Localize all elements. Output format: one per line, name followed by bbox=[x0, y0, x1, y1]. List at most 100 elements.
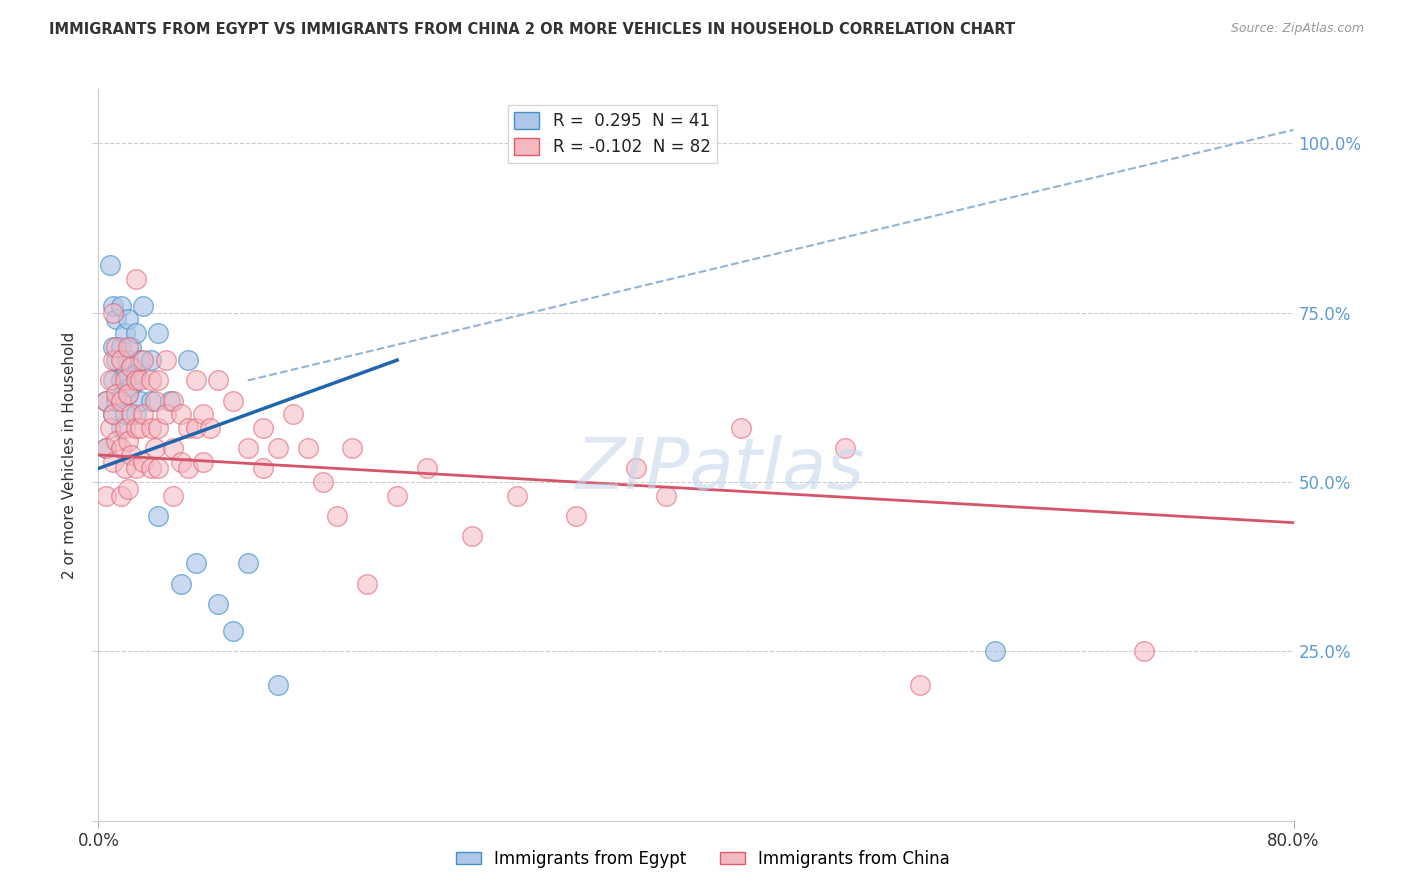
Point bbox=[125, 461, 148, 475]
Point bbox=[162, 489, 184, 503]
Point bbox=[117, 434, 139, 449]
Point bbox=[506, 489, 529, 503]
Point bbox=[114, 373, 136, 387]
Point bbox=[139, 393, 162, 408]
Point bbox=[177, 421, 200, 435]
Point bbox=[139, 353, 162, 368]
Point bbox=[103, 407, 125, 421]
Point bbox=[177, 353, 200, 368]
Point bbox=[139, 421, 162, 435]
Point bbox=[148, 461, 170, 475]
Point bbox=[730, 421, 752, 435]
Point bbox=[117, 312, 139, 326]
Point bbox=[297, 441, 319, 455]
Point bbox=[94, 441, 117, 455]
Point bbox=[132, 407, 155, 421]
Point bbox=[98, 258, 122, 272]
Point bbox=[281, 407, 304, 421]
Point bbox=[129, 353, 152, 368]
Point bbox=[114, 326, 136, 340]
Point bbox=[132, 353, 155, 368]
Point bbox=[103, 353, 125, 368]
Point bbox=[252, 461, 274, 475]
Point bbox=[129, 373, 152, 387]
Point bbox=[155, 353, 177, 368]
Point bbox=[184, 556, 207, 570]
Point bbox=[148, 508, 170, 523]
Point bbox=[169, 455, 191, 469]
Point bbox=[120, 448, 142, 462]
Point bbox=[184, 421, 207, 435]
Point bbox=[125, 407, 148, 421]
Point bbox=[103, 373, 125, 387]
Point bbox=[155, 407, 177, 421]
Point bbox=[143, 393, 166, 408]
Point bbox=[191, 407, 214, 421]
Point bbox=[461, 529, 484, 543]
Point bbox=[191, 455, 214, 469]
Point bbox=[207, 597, 229, 611]
Point bbox=[117, 340, 139, 354]
Point bbox=[114, 407, 136, 421]
Point bbox=[94, 393, 117, 408]
Point bbox=[222, 393, 245, 408]
Point bbox=[110, 373, 132, 387]
Point bbox=[114, 421, 136, 435]
Legend: R =  0.295  N = 41, R = -0.102  N = 82: R = 0.295 N = 41, R = -0.102 N = 82 bbox=[508, 105, 717, 163]
Point bbox=[626, 461, 648, 475]
Point bbox=[105, 387, 128, 401]
Point bbox=[110, 441, 132, 455]
Text: Source: ZipAtlas.com: Source: ZipAtlas.com bbox=[1230, 22, 1364, 36]
Point bbox=[139, 373, 162, 387]
Point bbox=[129, 393, 152, 408]
Point bbox=[143, 441, 166, 455]
Point bbox=[132, 455, 155, 469]
Point bbox=[105, 393, 128, 408]
Text: ZIPatlas: ZIPatlas bbox=[575, 435, 865, 504]
Point bbox=[125, 272, 148, 286]
Point bbox=[110, 421, 132, 435]
Point bbox=[105, 434, 128, 449]
Point bbox=[98, 421, 122, 435]
Point bbox=[110, 340, 132, 354]
Point bbox=[105, 340, 128, 354]
Point bbox=[103, 455, 125, 469]
Point bbox=[94, 489, 117, 503]
Point bbox=[103, 407, 125, 421]
Point bbox=[110, 489, 132, 503]
Point bbox=[94, 393, 117, 408]
Point bbox=[252, 421, 274, 435]
Point bbox=[159, 393, 181, 408]
Point bbox=[267, 678, 290, 692]
Point bbox=[117, 387, 139, 401]
Point bbox=[169, 407, 191, 421]
Point bbox=[139, 461, 162, 475]
Point bbox=[125, 373, 148, 387]
Point bbox=[94, 441, 117, 455]
Point bbox=[984, 644, 1007, 658]
Point bbox=[110, 393, 132, 408]
Point bbox=[207, 373, 229, 387]
Point bbox=[125, 421, 148, 435]
Point bbox=[236, 441, 259, 455]
Point bbox=[98, 373, 122, 387]
Point bbox=[200, 421, 222, 435]
Point bbox=[908, 678, 931, 692]
Point bbox=[125, 367, 148, 381]
Point bbox=[120, 407, 142, 421]
Point bbox=[342, 441, 364, 455]
Point bbox=[655, 489, 678, 503]
Point bbox=[1133, 644, 1156, 658]
Point bbox=[148, 421, 170, 435]
Y-axis label: 2 or more Vehicles in Household: 2 or more Vehicles in Household bbox=[62, 331, 77, 579]
Point bbox=[834, 441, 856, 455]
Point bbox=[129, 421, 152, 435]
Point bbox=[120, 380, 142, 394]
Point bbox=[416, 461, 439, 475]
Point bbox=[169, 576, 191, 591]
Point bbox=[105, 353, 128, 368]
Point bbox=[103, 299, 125, 313]
Point bbox=[110, 353, 132, 368]
Point bbox=[385, 489, 409, 503]
Text: IMMIGRANTS FROM EGYPT VS IMMIGRANTS FROM CHINA 2 OR MORE VEHICLES IN HOUSEHOLD C: IMMIGRANTS FROM EGYPT VS IMMIGRANTS FROM… bbox=[49, 22, 1015, 37]
